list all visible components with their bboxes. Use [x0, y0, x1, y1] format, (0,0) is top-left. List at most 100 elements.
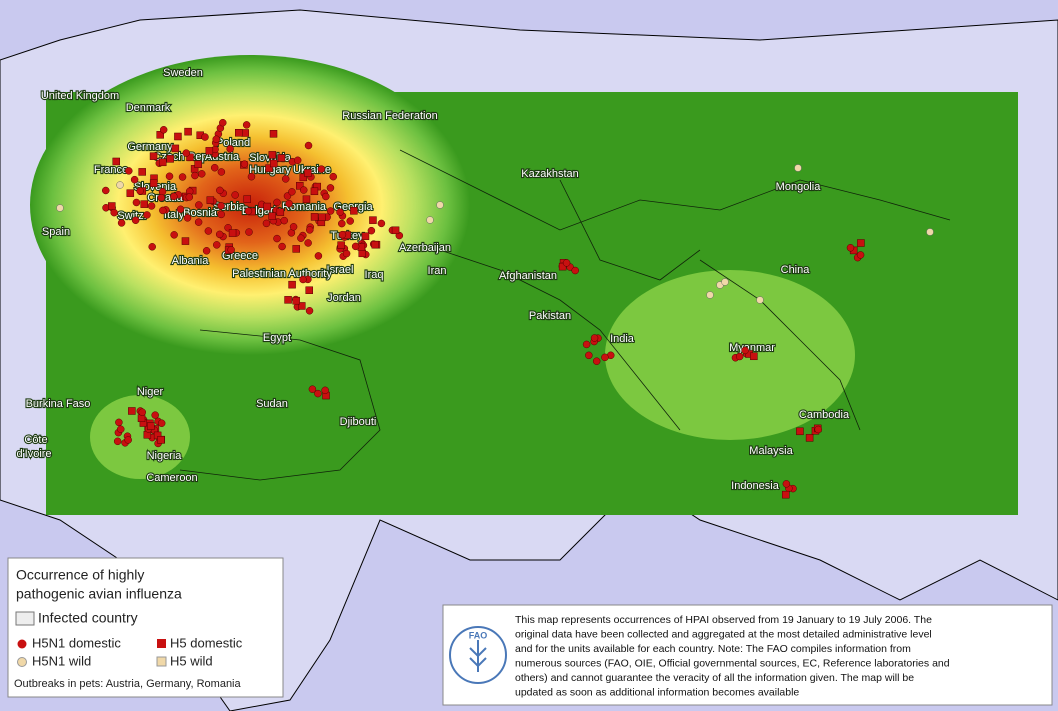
outbreak-marker	[750, 352, 758, 361]
outbreak-marker	[426, 216, 434, 224]
legend-swatch	[15, 611, 35, 626]
country-label: Nigeria	[147, 450, 183, 462]
country-label: Poland	[216, 137, 250, 149]
outbreak-marker	[217, 210, 225, 219]
outbreak-marker	[242, 121, 251, 129]
outbreak-marker	[113, 437, 122, 446]
outbreak-marker	[318, 213, 326, 221]
country-label: United Kingdom	[41, 90, 119, 102]
outbreak-marker	[805, 434, 814, 442]
outbreak-marker	[304, 169, 312, 177]
country-label: Denmark	[126, 102, 171, 114]
country-label: Iraq	[365, 269, 384, 281]
outbreak-marker	[794, 164, 802, 172]
outbreak-marker	[367, 226, 376, 235]
outbreak-marker	[300, 186, 308, 194]
outbreak-marker	[165, 172, 174, 181]
outbreak-marker	[269, 130, 278, 138]
outbreak-marker	[181, 237, 190, 245]
outbreak-marker	[305, 307, 314, 315]
outbreak-marker	[310, 187, 319, 196]
outbreak-marker	[305, 286, 313, 294]
outbreak-marker	[292, 296, 300, 305]
country-label: Switz.	[117, 210, 146, 222]
country-label: Israel	[327, 264, 354, 276]
outbreak-marker	[741, 346, 749, 355]
legend-symbol	[17, 639, 27, 649]
outbreak-marker	[247, 172, 256, 181]
outbreak-marker	[191, 171, 199, 180]
outbreak-marker	[157, 193, 166, 202]
outbreak-marker	[202, 247, 211, 255]
outbreak-marker	[391, 226, 400, 235]
outbreak-marker	[148, 243, 156, 251]
outbreak-marker	[326, 207, 335, 215]
country-label: France	[94, 164, 128, 176]
legend-item: H5N1 domestic	[32, 635, 121, 650]
outbreak-marker	[292, 245, 300, 253]
outbreak-marker	[138, 168, 146, 176]
outbreak-marker	[268, 212, 276, 220]
outbreak-marker	[206, 196, 215, 204]
outbreak-marker	[116, 425, 125, 433]
outbreak-marker	[273, 234, 281, 243]
fao-logo-wheat	[469, 640, 487, 672]
outbreak-marker	[116, 181, 124, 189]
heat-zone	[30, 55, 470, 355]
outbreak-marker	[215, 230, 224, 239]
outbreak-marker	[299, 173, 308, 182]
outbreak-marker	[706, 291, 714, 299]
outbreak-marker	[112, 157, 120, 166]
outbreak-marker	[124, 436, 132, 444]
outbreak-marker	[158, 158, 167, 167]
country-label: Cameroon	[146, 472, 197, 484]
outbreak-marker	[185, 193, 194, 201]
outbreak-marker	[219, 118, 227, 127]
country-label: Iran	[428, 265, 447, 277]
outbreak-marker	[171, 144, 180, 153]
note-line: others) and cannot guarantee the veracit…	[515, 672, 914, 684]
outbreak-marker	[128, 407, 136, 415]
outbreak-marker	[276, 208, 285, 216]
outbreak-marker	[157, 419, 166, 427]
outbreak-marker	[592, 357, 601, 365]
legend-symbol	[156, 656, 167, 667]
outbreak-marker	[195, 201, 203, 209]
note-line: updated as soon as additional informatio…	[515, 686, 799, 698]
outbreak-marker	[281, 175, 290, 183]
outbreak-marker	[590, 334, 599, 342]
outbreak-marker	[296, 182, 304, 190]
outbreak-marker	[184, 127, 192, 136]
outbreak-marker	[371, 240, 380, 249]
outbreak-marker	[226, 145, 234, 153]
legend-title: Occurrence of highly	[16, 567, 144, 583]
outbreak-marker	[358, 249, 367, 258]
legend-item: H5 domestic	[170, 635, 243, 650]
outbreak-marker	[782, 490, 790, 499]
outbreak-marker	[140, 200, 148, 208]
outbreak-marker	[151, 411, 159, 419]
outbreak-marker	[314, 389, 322, 398]
borders	[179, 149, 951, 481]
country-label: Burkina Faso	[26, 398, 91, 410]
legend-pets: Outbreaks in pets: Austria, Germany, Rom…	[14, 678, 241, 690]
country-label: Sudan	[256, 398, 288, 410]
country-label: Indonesia	[731, 480, 780, 492]
outbreak-marker	[298, 302, 306, 310]
outbreak-marker	[814, 425, 823, 434]
outbreak-marker	[131, 216, 140, 225]
outbreak-marker	[56, 204, 64, 212]
outbreak-marker	[182, 149, 190, 157]
country-label: Egypt	[263, 332, 291, 344]
outbreak-marker	[132, 198, 141, 207]
outbreak-marker	[299, 275, 307, 284]
country-label: Myanmar	[729, 342, 775, 354]
outbreak-marker	[228, 229, 237, 237]
outbreak-marker	[270, 159, 278, 168]
country-label: Azerbaijan	[399, 242, 451, 254]
country-label: Palestinian Authority	[232, 268, 332, 280]
legend-box	[7, 557, 284, 698]
outbreak-marker	[310, 213, 319, 221]
outbreak-marker	[147, 202, 156, 210]
